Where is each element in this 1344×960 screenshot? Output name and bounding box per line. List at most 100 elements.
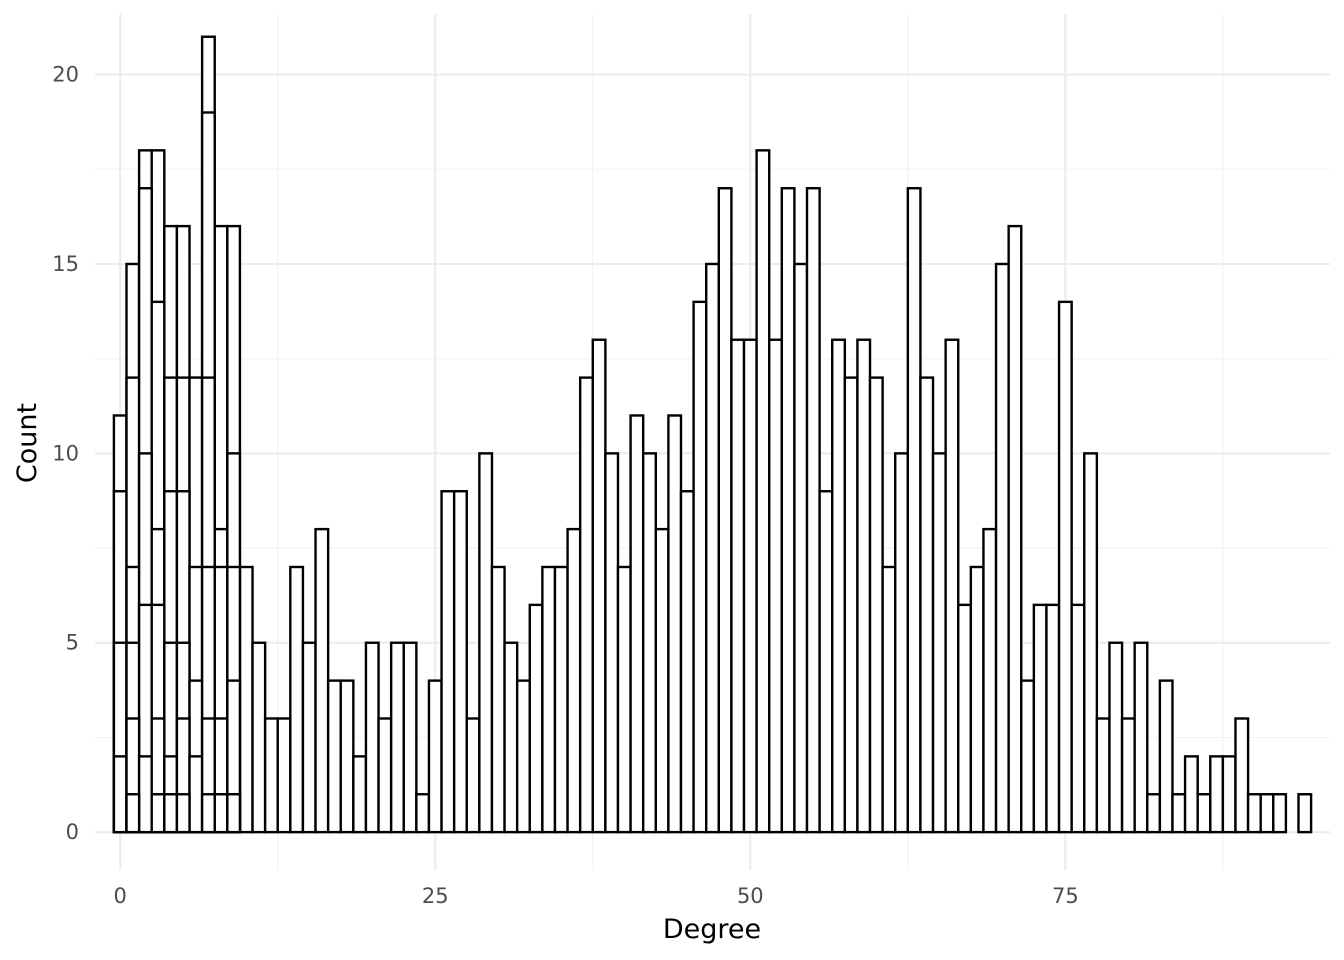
histogram-bar	[1007, 224, 1023, 834]
y-tick-label: 0	[66, 820, 79, 844]
histogram-bar	[1020, 679, 1036, 834]
histogram-bar	[1146, 793, 1162, 834]
histogram-bar	[415, 793, 431, 834]
histogram-bar	[881, 565, 897, 834]
histogram-bar	[427, 679, 443, 834]
histogram-bar	[175, 793, 191, 834]
histogram-bar	[402, 641, 418, 834]
x-axis-ticks: 0 25 50 75	[114, 884, 1079, 908]
histogram-bar	[251, 641, 267, 834]
histogram-bar	[515, 679, 531, 834]
x-tick-label: 25	[422, 884, 449, 908]
histogram-bar	[566, 527, 582, 834]
histogram-bar	[742, 338, 758, 834]
histogram-bar	[717, 187, 733, 834]
histogram-bar	[843, 376, 859, 834]
histogram-bar	[452, 490, 468, 834]
histogram-bar	[339, 679, 355, 834]
histogram-bar	[578, 376, 594, 834]
histogram-bar	[1083, 452, 1099, 834]
y-axis-title: Count	[12, 403, 43, 483]
histogram-bar	[200, 793, 216, 834]
histogram-bar	[364, 641, 380, 834]
histogram-bars	[112, 35, 1313, 834]
histogram-bar	[667, 414, 683, 834]
histogram-bar	[1057, 300, 1073, 834]
histogram-bar	[1133, 641, 1149, 834]
histogram-bar	[654, 527, 670, 834]
histogram-bar	[1070, 603, 1086, 834]
histogram-bar	[326, 679, 342, 834]
histogram-bar	[793, 262, 809, 834]
x-tick-label: 50	[737, 884, 764, 908]
histogram-bar	[263, 717, 279, 834]
histogram-bar	[982, 527, 998, 834]
histogram-bar	[541, 565, 557, 834]
histogram-bar	[1246, 793, 1262, 834]
histogram-bar	[490, 565, 506, 834]
histogram-bar	[188, 755, 204, 834]
histogram-bar	[969, 565, 985, 834]
histogram-bar	[276, 717, 292, 834]
histogram-bar	[1196, 793, 1212, 834]
histogram-bar	[768, 338, 784, 834]
histogram-bar	[704, 262, 721, 834]
histogram-bar	[1158, 679, 1174, 834]
histogram-bar	[1108, 641, 1124, 834]
histogram-bar	[352, 755, 368, 834]
histogram-bar	[1297, 793, 1313, 834]
histogram-bar	[377, 717, 393, 834]
histogram-bar	[440, 490, 456, 834]
histogram-bar	[478, 452, 494, 834]
histogram-bar	[755, 149, 771, 834]
y-axis-ticks: 0 5 10 15 20	[52, 63, 79, 845]
histogram-bar	[591, 338, 607, 834]
histogram-bar	[528, 603, 544, 834]
histogram-bar	[692, 300, 708, 834]
histogram-bar	[856, 338, 872, 834]
histogram-bar	[1209, 755, 1225, 834]
histogram-bar	[289, 565, 305, 834]
histogram-bar	[1120, 717, 1136, 834]
histogram-bar	[730, 338, 746, 834]
histogram-bar	[616, 565, 632, 834]
histogram-bar	[163, 793, 179, 834]
histogram-bar	[213, 793, 229, 834]
histogram-bar	[1183, 755, 1199, 834]
histogram-bar	[604, 452, 620, 834]
histogram-bar	[1221, 755, 1237, 834]
y-tick-label: 5	[66, 631, 79, 655]
histogram-bar	[679, 490, 695, 834]
histogram-bar	[629, 414, 645, 834]
y-tick-label: 15	[52, 252, 79, 276]
histogram-bar	[805, 187, 821, 834]
histogram-bar	[553, 565, 569, 834]
histogram-bar	[818, 490, 834, 834]
histogram-bar	[150, 793, 166, 834]
histogram-bar	[1095, 717, 1111, 834]
histogram-bar	[301, 641, 317, 834]
histogram-bar	[894, 452, 910, 834]
histogram-bar	[1045, 603, 1061, 834]
histogram-bar	[906, 187, 922, 834]
histogram-bar	[944, 338, 960, 834]
x-tick-label: 75	[1052, 884, 1079, 908]
y-tick-label: 20	[52, 63, 79, 87]
x-axis-title: Degree	[663, 914, 761, 945]
histogram-bar	[465, 717, 481, 834]
histogram-bar	[314, 527, 330, 834]
histogram-bar	[1234, 717, 1250, 834]
histogram-bar	[1272, 793, 1288, 834]
histogram-bar	[994, 262, 1010, 834]
histogram-bar	[919, 376, 935, 834]
histogram-bar	[238, 565, 254, 834]
histogram-bar	[389, 641, 405, 834]
histogram-bar	[780, 187, 796, 834]
histogram-bar	[226, 793, 242, 834]
histogram-bar	[137, 755, 153, 834]
histogram-bar	[112, 755, 128, 834]
histogram-bar	[831, 338, 847, 834]
histogram-bar	[1032, 603, 1048, 834]
histogram-bar	[957, 603, 973, 834]
